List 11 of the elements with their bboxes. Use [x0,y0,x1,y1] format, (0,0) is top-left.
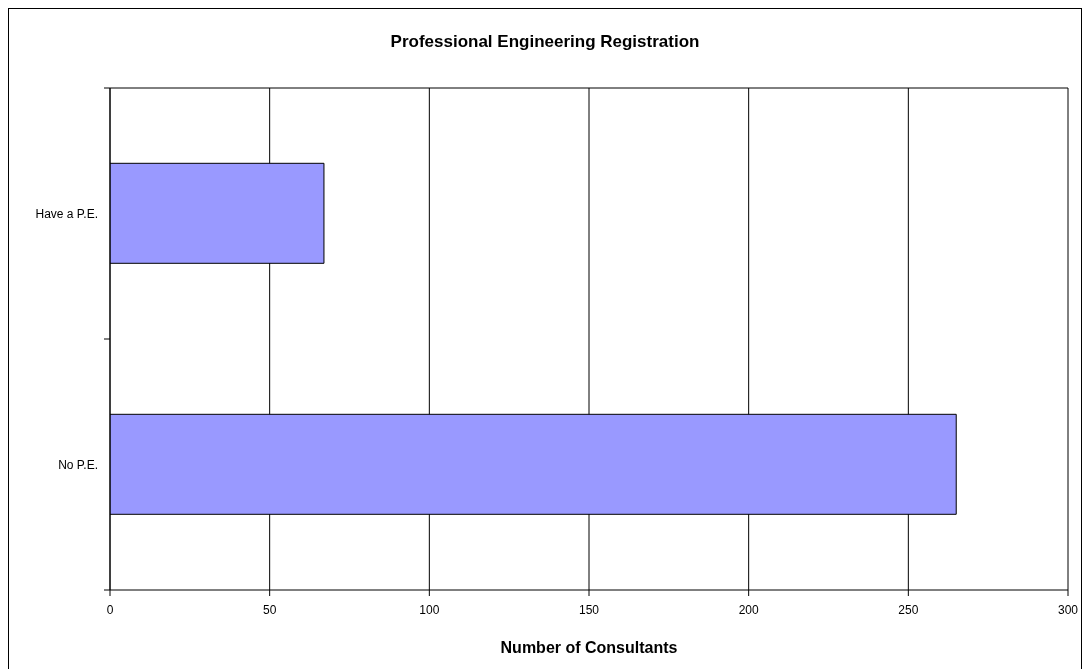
y-tick-label: Have a P.E. [35,206,98,221]
x-tick-label: 250 [898,602,919,617]
x-tick-label: 150 [578,602,600,617]
chart-title: Professional Engineering Registration [389,32,701,52]
x-tick-label: 0 [106,602,114,617]
x-tick-label: 200 [738,602,759,617]
y-tick-label: No P.E. [58,457,98,472]
x-tick-label: 50 [262,602,277,617]
x-tick-label: 100 [419,602,440,617]
x-tick-label: 300 [1057,602,1079,617]
x-axis-title: Number of Consultants [500,639,678,656]
